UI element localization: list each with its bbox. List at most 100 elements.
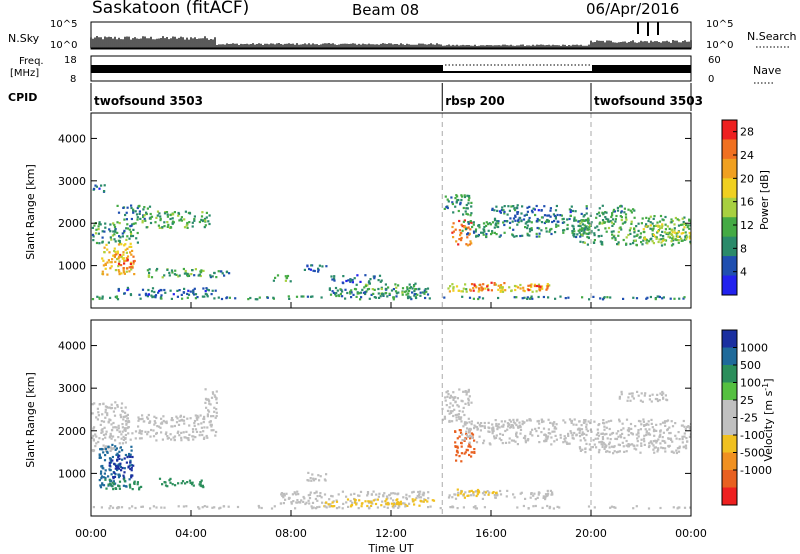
scatter-cell xyxy=(290,501,293,504)
scatter-cell xyxy=(644,392,647,395)
scatter-cell xyxy=(155,431,158,435)
scatter-cell xyxy=(504,289,507,292)
scatter-cell xyxy=(135,237,138,240)
scatter-cell xyxy=(461,225,464,228)
scatter-cell xyxy=(551,493,554,496)
scatter-cell xyxy=(579,225,582,228)
scatter-cell xyxy=(478,296,481,299)
scatter-cell xyxy=(534,498,537,501)
scatter-cell xyxy=(202,486,205,489)
scatter-cell xyxy=(639,399,642,402)
scatter-cell xyxy=(178,434,181,437)
scatter-cell xyxy=(206,288,209,291)
scatter-cell xyxy=(91,298,95,301)
scatter-cell xyxy=(329,503,332,506)
scatter-cell xyxy=(112,488,115,491)
scatter-cell xyxy=(652,444,655,447)
scatter-cell xyxy=(368,506,371,509)
scatter-cell xyxy=(468,434,471,437)
nave-label: Nave xyxy=(753,64,781,77)
scatter-cell xyxy=(678,445,681,448)
scatter-cell xyxy=(146,433,149,436)
scatter-cell xyxy=(549,432,552,435)
scatter-cell xyxy=(497,423,500,426)
scatter-cell xyxy=(213,297,216,300)
scatter-cell xyxy=(168,271,171,274)
scatter-cell xyxy=(140,430,144,433)
scatter-cell xyxy=(666,399,669,402)
scatter-cell xyxy=(568,442,571,445)
scatter-cell xyxy=(524,441,527,444)
scatter-cell xyxy=(651,426,654,429)
scatter-cell xyxy=(494,496,497,499)
scatter-cell xyxy=(130,449,133,452)
scatter-cell xyxy=(596,428,599,431)
scatter-cell xyxy=(210,423,213,426)
scatter-cell xyxy=(102,402,105,405)
scatter-cell xyxy=(673,227,676,230)
scatter-cell xyxy=(104,433,108,436)
scatter-cell xyxy=(595,216,598,219)
scatter-cell xyxy=(550,436,553,439)
scatter-cell xyxy=(424,296,427,300)
scatter-cell xyxy=(110,406,114,410)
scatter-cell xyxy=(537,283,541,286)
scatter-cell xyxy=(642,418,645,421)
scatter-cell xyxy=(684,427,687,431)
scatter-cell xyxy=(357,494,360,497)
scatter-cell xyxy=(137,205,141,208)
scatter-cell xyxy=(121,442,124,445)
scatter-cell xyxy=(655,423,658,426)
scatter-cell xyxy=(157,224,160,227)
scatter-cell xyxy=(107,447,110,450)
scatter-cell xyxy=(503,212,506,215)
scatter-cell xyxy=(187,438,190,442)
scatter-cell xyxy=(397,492,400,495)
scatter-cell xyxy=(640,442,643,445)
scatter-cell xyxy=(366,494,369,497)
scatter-cell xyxy=(184,210,187,213)
scatter-cell xyxy=(632,242,635,245)
scatter-cell xyxy=(524,222,527,225)
scatter-cell xyxy=(486,490,489,493)
scatter-cell xyxy=(306,295,309,298)
scatter-cell xyxy=(616,243,619,246)
scatter-cell xyxy=(553,430,556,433)
scatter-cell xyxy=(601,211,604,214)
scatter-cell xyxy=(126,426,130,429)
scatter-cell xyxy=(406,288,409,291)
scatter-cell xyxy=(625,450,628,453)
scatter-cell xyxy=(645,216,648,219)
scatter-cell xyxy=(441,407,444,410)
scatter-cell xyxy=(310,264,313,267)
scatter-cell xyxy=(688,426,691,429)
scatter-cell xyxy=(681,223,684,226)
scatter-cell xyxy=(538,219,541,222)
scatter-cell xyxy=(186,272,189,275)
scatter-cell xyxy=(481,231,484,234)
scatter-cell xyxy=(117,463,120,466)
scatter-cell xyxy=(528,234,531,237)
scatter-cell xyxy=(457,198,460,202)
scatter-cell xyxy=(624,213,628,216)
scatter-cell xyxy=(112,482,115,485)
scatter-cell xyxy=(506,489,509,492)
scatter-cell xyxy=(518,421,521,424)
scatter-cell xyxy=(635,505,638,508)
scatter-cell xyxy=(688,427,691,430)
y-tick-label: 2000 xyxy=(58,425,86,438)
scatter-cell xyxy=(689,506,691,509)
scatter-cell xyxy=(128,266,131,269)
scatter-cell xyxy=(581,227,584,230)
power-colorbar-label: Power [dB] xyxy=(758,170,771,230)
scatter-cell xyxy=(198,273,201,276)
scatter-cell xyxy=(374,502,378,506)
scatter-cell xyxy=(461,433,464,436)
scatter-cell xyxy=(177,214,180,217)
scatter-cell xyxy=(663,420,667,423)
scatter-cell xyxy=(612,230,615,233)
scatter-cell xyxy=(130,445,133,448)
scatter-cell xyxy=(497,284,500,287)
scatter-cell xyxy=(160,417,163,420)
scatter-cell xyxy=(394,502,397,506)
